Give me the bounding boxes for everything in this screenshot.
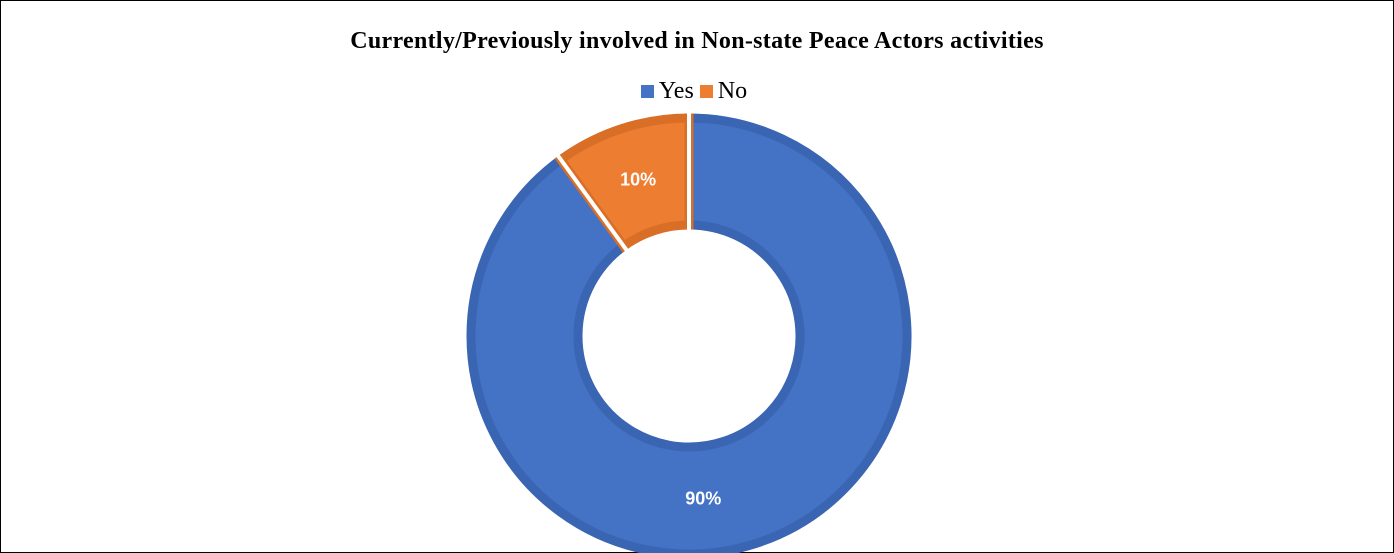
data-label-no: 10%: [620, 170, 656, 190]
data-label-yes: 90%: [685, 488, 721, 508]
donut-slices: [471, 112, 907, 553]
